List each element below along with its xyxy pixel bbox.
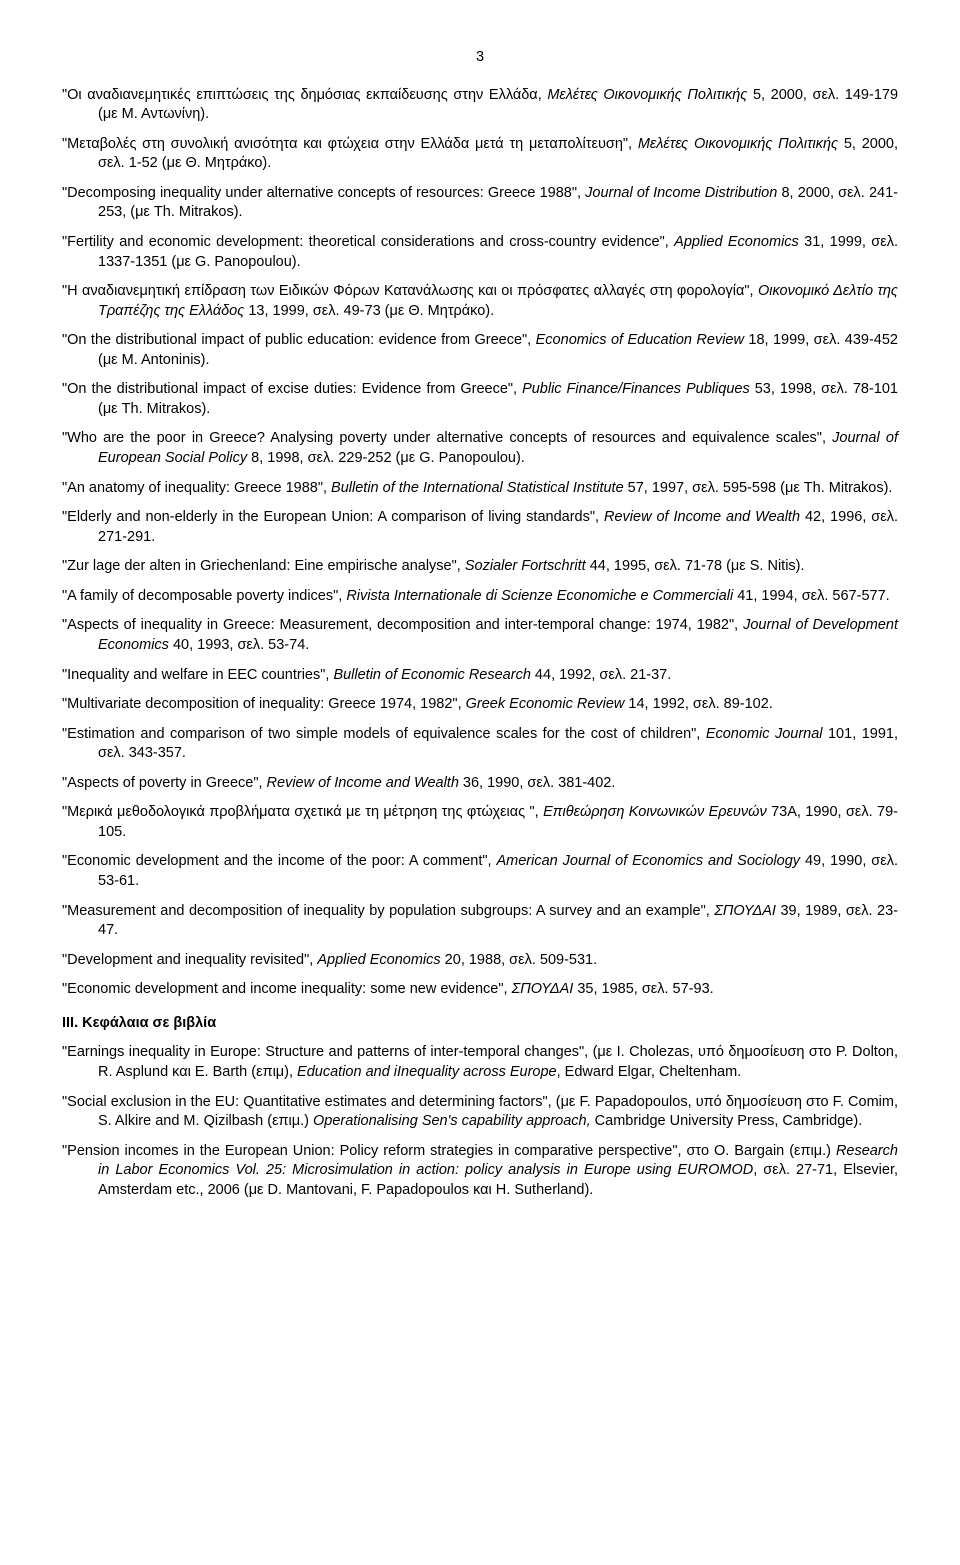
publication-entry: "Who are the poor in Greece? Analysing p…: [62, 429, 898, 468]
book-chapter-entry: "Social exclusion in the EU: Quantitativ…: [62, 1093, 898, 1132]
publication-entry: "Fertility and economic development: the…: [62, 233, 898, 272]
publication-entry: "Zur lage der alten in Griechenland: Ein…: [62, 557, 898, 577]
publication-entry: "On the distributional impact of public …: [62, 331, 898, 370]
publication-entry: "On the distributional impact of excise …: [62, 380, 898, 419]
publication-entry: "Estimation and comparison of two simple…: [62, 725, 898, 764]
book-chapter-entry: "Pension incomes in the European Union: …: [62, 1142, 898, 1201]
publication-entry: "An anatomy of inequality: Greece 1988",…: [62, 479, 898, 499]
publication-entry: "Measurement and decomposition of inequa…: [62, 902, 898, 941]
publication-entry: "Multivariate decomposition of inequalit…: [62, 695, 898, 715]
publication-entry: "Aspects of poverty in Greece", Review o…: [62, 774, 898, 794]
publication-entry: "Decomposing inequality under alternativ…: [62, 184, 898, 223]
section-heading: ΙΙΙ. Κεφάλαια σε βιβλία: [62, 1014, 898, 1034]
publication-entry: "Μεταβολές στη συνολική ανισότητα και φτ…: [62, 135, 898, 174]
publication-entry: "Οι αναδιανεμητικές επιπτώσεις της δημόσ…: [62, 86, 898, 125]
publication-entry: "A family of decomposable poverty indice…: [62, 587, 898, 607]
publication-entry: "Economic development and income inequal…: [62, 980, 898, 1000]
publication-entry: "Aspects of inequality in Greece: Measur…: [62, 616, 898, 655]
publication-entry: "Η αναδιανεμητική επίδραση των Ειδικών Φ…: [62, 282, 898, 321]
book-chapter-entry: "Earnings inequality in Europe: Structur…: [62, 1043, 898, 1082]
publication-entry: "Development and inequality revisited", …: [62, 951, 898, 971]
book-chapters-list: "Earnings inequality in Europe: Structur…: [62, 1043, 898, 1200]
publication-entry: "Μερικά μεθοδολογικά προβλήματα σχετικά …: [62, 803, 898, 842]
publication-entry: "Economic development and the income of …: [62, 852, 898, 891]
publications-list: "Οι αναδιανεμητικές επιπτώσεις της δημόσ…: [62, 86, 898, 1000]
publication-entry: "Elderly and non-elderly in the European…: [62, 508, 898, 547]
page-number: 3: [62, 48, 898, 68]
publication-entry: "Inequality and welfare in EEC countries…: [62, 666, 898, 686]
